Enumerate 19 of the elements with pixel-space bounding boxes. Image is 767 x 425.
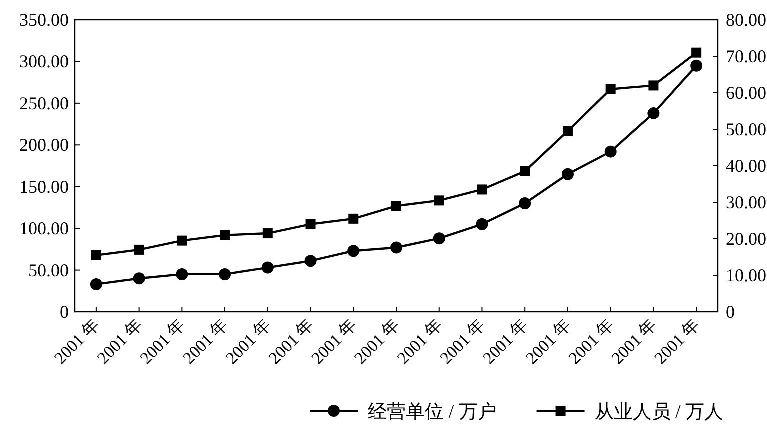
- legend-label: 从业人员 / 万人: [594, 402, 724, 423]
- y2-tick-label: 60.00: [726, 83, 766, 103]
- y-tick-label: 250.00: [20, 93, 69, 114]
- y-tick-label: 100.00: [20, 218, 69, 239]
- y-tick-label: 350.00: [20, 10, 69, 30]
- y-tick-label: 200.00: [20, 135, 69, 156]
- y-tick-label: 150.00: [20, 176, 69, 197]
- y2-tick-label: 30.00: [726, 192, 766, 212]
- y2-tick-label: 40.00: [726, 156, 766, 176]
- y2-tick-label: 50.00: [726, 120, 766, 140]
- y2-tick-label: 0: [726, 302, 735, 322]
- y2-tick-label: 70.00: [726, 46, 766, 66]
- y-tick-label: 0: [60, 302, 69, 322]
- legend-label: 经营单位 / 万户: [368, 401, 497, 423]
- y-tick-label: 300.00: [20, 52, 69, 72]
- y2-tick-label: 20.00: [726, 229, 766, 249]
- y-tick-label: 50.00: [28, 260, 69, 280]
- y2-tick-label: 10.00: [726, 266, 766, 286]
- y2-tick-label: 80.00: [726, 10, 766, 30]
